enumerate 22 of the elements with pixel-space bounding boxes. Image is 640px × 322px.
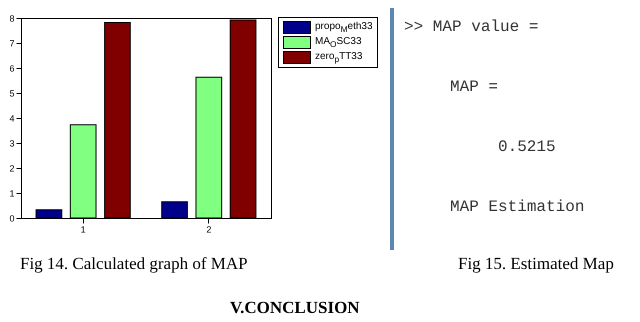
text: >> MAP value = bbox=[404, 18, 538, 36]
y-tick-label: 4 bbox=[9, 114, 14, 124]
y-tick-label: 6 bbox=[9, 64, 14, 74]
y-tick-label: 5 bbox=[9, 88, 14, 98]
y-tick-label: 1 bbox=[9, 188, 14, 198]
text: 0.5215 bbox=[498, 138, 556, 156]
y-tick-label: 8 bbox=[9, 14, 14, 24]
bar bbox=[161, 201, 188, 218]
text: V.CONCLUSION bbox=[230, 298, 360, 318]
legend-label: MA$_{O}$SC33 bbox=[315, 36, 362, 49]
y-tick-label: 0 bbox=[9, 214, 14, 224]
y-tick-label: 2 bbox=[9, 164, 14, 174]
legend-label: zero$_{p}$TT33 bbox=[315, 51, 362, 64]
y-tick-label: 7 bbox=[9, 38, 14, 48]
text: MAP = bbox=[450, 78, 498, 96]
bar bbox=[104, 22, 131, 218]
text: MAP Estimation bbox=[450, 198, 584, 216]
bar bbox=[36, 209, 62, 218]
y-tick-label: 3 bbox=[9, 138, 14, 148]
caption: Fig 14. Calculated graph of MAP bbox=[20, 254, 248, 274]
legend-label: propo$_{M}$eth33 bbox=[315, 21, 373, 34]
caption: Fig 15. Estimated Map bbox=[458, 254, 614, 274]
